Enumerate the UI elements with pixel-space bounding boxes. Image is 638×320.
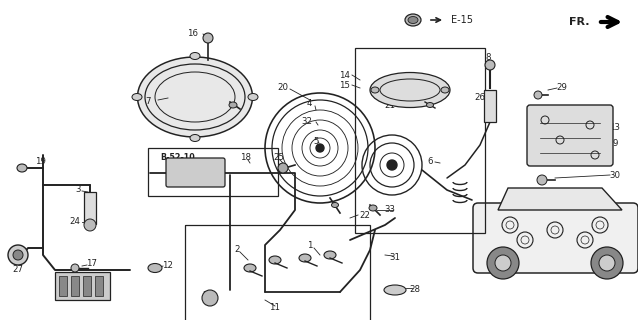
FancyBboxPatch shape [166,158,225,187]
Circle shape [495,255,511,271]
Text: 2: 2 [234,245,240,254]
Text: FR.: FR. [570,17,590,27]
Text: 32: 32 [302,117,313,126]
Text: E-15: E-15 [451,15,473,25]
Text: 28: 28 [410,285,420,294]
Ellipse shape [244,264,256,272]
Text: B-52-10: B-52-10 [161,154,195,163]
Text: 24: 24 [70,218,80,227]
Circle shape [316,144,324,152]
Bar [355,48,485,233]
Bar [55,272,110,300]
Circle shape [487,247,519,279]
Ellipse shape [132,93,142,100]
Ellipse shape [371,87,379,93]
Text: 18: 18 [241,153,251,162]
Ellipse shape [384,285,406,295]
Ellipse shape [148,263,162,273]
Circle shape [203,33,213,43]
Ellipse shape [426,102,433,108]
Circle shape [485,60,495,70]
FancyBboxPatch shape [527,105,613,166]
Circle shape [387,160,397,170]
Text: 30: 30 [609,171,621,180]
Text: 20: 20 [278,83,288,92]
Bar [71,276,79,296]
Circle shape [537,175,547,185]
Text: 23: 23 [202,291,214,300]
Ellipse shape [408,17,418,23]
Text: 10: 10 [89,287,101,297]
Text: 11: 11 [269,303,281,313]
Text: 3: 3 [75,186,81,195]
Text: 19: 19 [34,157,45,166]
Bar [95,276,103,296]
Text: 4: 4 [306,99,312,108]
Text: 22: 22 [359,211,371,220]
Circle shape [8,245,28,265]
Text: 31: 31 [390,253,401,262]
Text: 15: 15 [339,81,350,90]
Text: 33: 33 [385,205,396,214]
Ellipse shape [370,73,450,108]
Ellipse shape [138,57,253,137]
Circle shape [278,163,288,173]
Circle shape [71,264,79,272]
Circle shape [534,91,542,99]
Text: 17: 17 [87,260,98,268]
Text: 13: 13 [609,124,621,132]
Bar [84,192,96,224]
Ellipse shape [269,256,281,264]
Polygon shape [498,188,622,210]
Circle shape [599,255,615,271]
Ellipse shape [332,203,339,207]
Text: 29: 29 [556,84,567,92]
Text: 9: 9 [612,139,618,148]
Circle shape [13,250,23,260]
Text: 21: 21 [385,100,396,109]
Text: 26: 26 [475,93,486,102]
Text: 27: 27 [13,266,24,275]
Ellipse shape [441,87,449,93]
Bar [484,90,496,122]
Circle shape [202,290,218,306]
Bar [83,276,91,296]
Text: 1: 1 [308,242,313,251]
Text: 25: 25 [274,153,285,162]
Text: 14: 14 [339,70,350,79]
Text: 12: 12 [163,260,174,269]
FancyBboxPatch shape [473,203,638,273]
Ellipse shape [229,102,237,108]
Ellipse shape [17,164,27,172]
Text: 16: 16 [188,28,198,37]
Ellipse shape [369,205,377,211]
Ellipse shape [405,14,421,26]
Ellipse shape [299,254,311,262]
Bar [59,276,67,296]
Ellipse shape [324,251,336,259]
Text: 5: 5 [313,138,319,147]
Bar [185,225,370,320]
Ellipse shape [190,52,200,60]
Text: 8: 8 [486,53,491,62]
Text: 6: 6 [427,157,433,166]
Ellipse shape [248,93,258,100]
Ellipse shape [190,134,200,141]
Text: 7: 7 [145,98,151,107]
Circle shape [591,247,623,279]
Circle shape [84,219,96,231]
Bar [148,148,278,196]
